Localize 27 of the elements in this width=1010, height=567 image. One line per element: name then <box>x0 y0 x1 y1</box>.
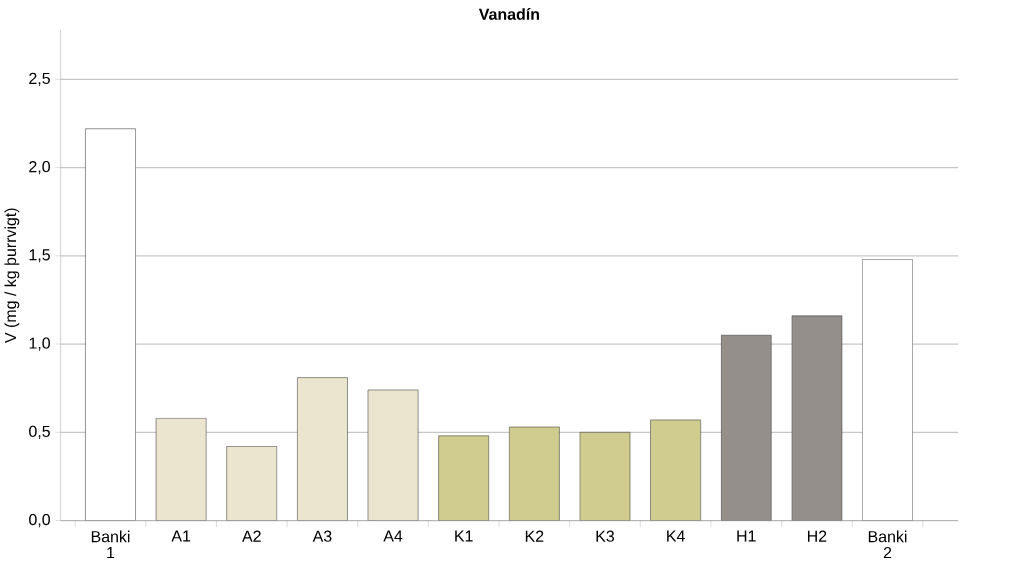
bar <box>155 417 207 521</box>
y-tick-label: 1,5 <box>29 249 50 263</box>
x-tick-label: K3 <box>596 530 615 542</box>
bar <box>297 377 348 521</box>
x-tick-label: Banki 1 <box>91 530 130 558</box>
x-tick-label: H2 <box>807 530 827 542</box>
y-tick-label: 2,0 <box>29 160 50 174</box>
x-tick-label: A1 <box>171 530 191 542</box>
x-tick-label: K1 <box>455 530 473 542</box>
y-tick-label: 1,0 <box>29 337 50 351</box>
bar <box>226 445 278 521</box>
x-tick-label: A3 <box>312 530 332 542</box>
x-tick-label: Banki 2 <box>868 530 907 558</box>
y-tick-label: 0,5 <box>29 425 50 439</box>
y-tick-label: 2,5 <box>29 72 50 86</box>
x-tick-label: A2 <box>242 530 261 542</box>
bar <box>579 431 631 521</box>
x-tick-label: A4 <box>383 530 403 542</box>
bar <box>862 258 913 521</box>
bar <box>438 435 490 521</box>
bar <box>508 426 560 521</box>
y-axis-title: V (mg / kg þurrvigt) <box>4 208 20 343</box>
y-tick-label: 0,0 <box>29 513 50 527</box>
x-tick-label: K2 <box>525 530 544 542</box>
chart-title: Vanadín <box>478 7 539 20</box>
x-tick-label: K4 <box>667 530 685 542</box>
x-tick-label: H1 <box>737 530 756 542</box>
